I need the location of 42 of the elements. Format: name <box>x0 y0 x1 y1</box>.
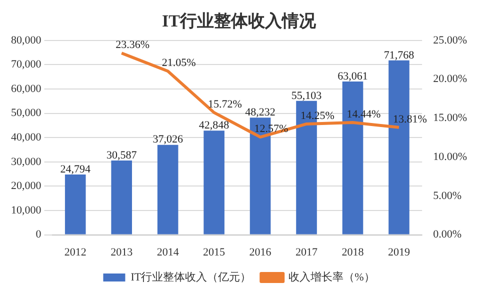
y-tick-label: 30,000 <box>11 156 42 168</box>
y-tick-label: 10,000 <box>11 204 42 216</box>
y2-tick-label: 20.00% <box>433 73 468 86</box>
y-tick-label: 80,000 <box>11 34 42 46</box>
data-label: 12.57% <box>254 122 288 135</box>
data-label: 55,103 <box>291 90 322 102</box>
y-tick-label: 20,000 <box>11 180 42 192</box>
y2-tick-label: 25.00% <box>433 34 468 46</box>
data-label: 48,232 <box>245 106 276 118</box>
x-tick-label: 2016 <box>249 246 272 258</box>
y-tick-label: 60,000 <box>11 82 42 95</box>
bar <box>204 130 224 234</box>
y2-tick-label: 15.00% <box>433 112 468 124</box>
y-tick-label: 40,000 <box>11 131 42 144</box>
legend-label: 收入增长率（%） <box>288 270 375 284</box>
data-label: 21.05% <box>162 57 196 70</box>
x-tick-label: 2017 <box>296 246 318 258</box>
data-label: 24,794 <box>60 163 91 176</box>
chart-title: IT行业整体收入情况 <box>162 12 317 31</box>
y-tick-label: 50,000 <box>11 107 42 120</box>
data-label: 30,587 <box>106 149 138 162</box>
legend-label: IT行业整体收入（亿元） <box>130 270 252 284</box>
x-tick-label: 2018 <box>342 246 364 258</box>
data-label: 63,061 <box>338 70 368 82</box>
y2-tick-label: 10.00% <box>433 150 468 163</box>
data-label: 71,768 <box>384 49 415 62</box>
bar <box>157 144 178 234</box>
x-tick-label: 2014 <box>156 246 180 258</box>
y-tick-label: 0 <box>36 228 42 241</box>
x-tick-label: 2019 <box>388 246 410 258</box>
data-label: 42,848 <box>198 120 230 132</box>
x-tick-label: 2013 <box>110 246 134 258</box>
x-tick-label: 2015 <box>203 246 226 258</box>
bar <box>111 160 132 234</box>
data-label: 15.72% <box>208 98 242 110</box>
y-tick-label: 70,000 <box>11 58 42 71</box>
x-tick-label: 2012 <box>64 246 86 258</box>
y2-tick-label: 5.00% <box>433 190 462 202</box>
data-label: 23.36% <box>116 39 150 52</box>
data-label: 37,026 <box>152 134 184 146</box>
bar <box>64 174 86 234</box>
y2-tick-label: 0.00% <box>433 228 462 241</box>
